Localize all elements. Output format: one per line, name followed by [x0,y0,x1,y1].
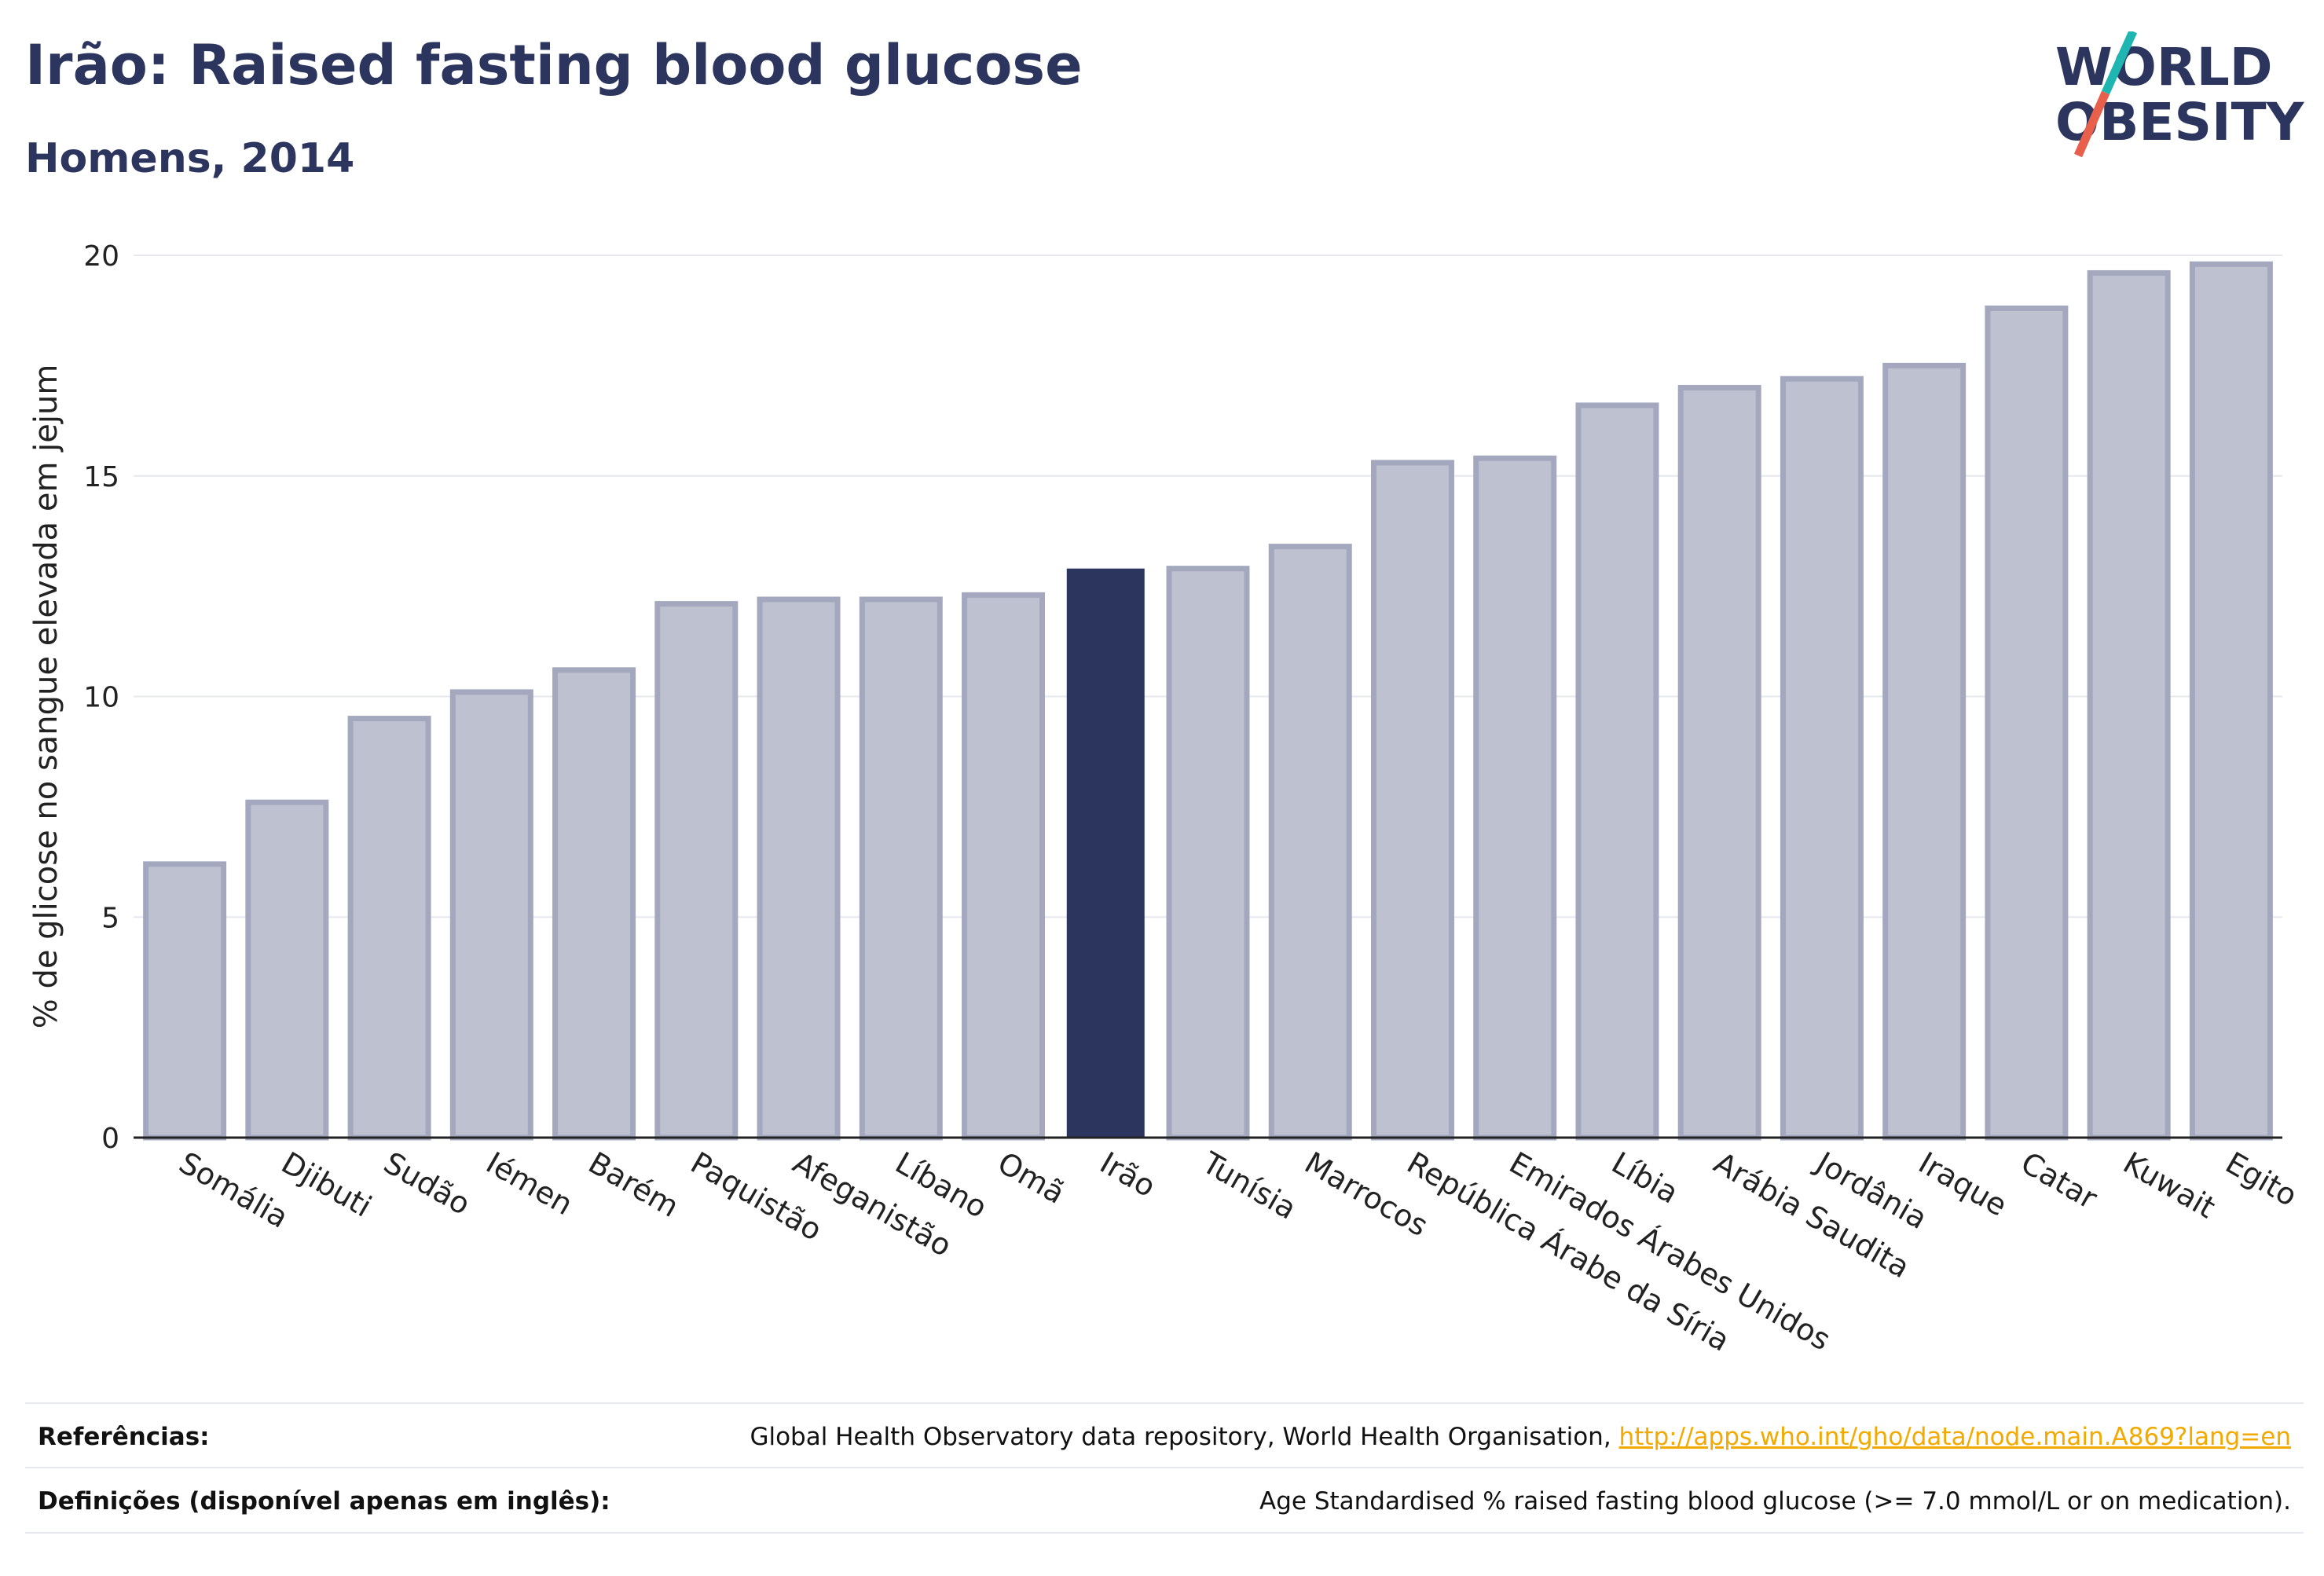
footer-divider-middle [25,1467,2304,1468]
definitions-value: Age Standardised % raised fasting blood … [1259,1487,2291,1516]
chart-subtitle: Homens, 2014 [25,135,355,182]
logo-line1: WORLD [2055,37,2273,97]
y-tick-label: 20 [83,240,119,273]
bar-arábia-saudita [1677,384,1761,1141]
references-value: Global Health Observatory data repositor… [750,1423,2291,1451]
x-tick-label: Kuwait [2117,1145,2221,1226]
footer-divider-top [25,1402,2304,1404]
world-obesity-logo: WORLD OBESITY [2055,31,2305,158]
bar-líbia [1575,402,1659,1141]
x-tick-label: Iémen [480,1145,578,1222]
footer-definitions-row: Definições (disponível apenas em inglês)… [25,1468,2304,1531]
bar-iraque [1882,362,1967,1141]
x-tick-label: Somália [174,1145,295,1235]
bar-barém [552,667,636,1141]
references-link[interactable]: http://apps.who.int/gho/data/node.main.A… [1618,1423,2291,1451]
x-tick-label: Tunísia [1196,1145,1302,1226]
bar-emirados-árabes-unidos [1473,455,1557,1141]
bar-iémen [449,689,533,1141]
bar-jordânia [1780,376,1864,1141]
x-tick-label: Catar [2015,1145,2103,1216]
bar-kuwait [2087,269,2171,1141]
y-tick-label: 0 [101,1123,119,1155]
y-tick-label: 10 [83,682,119,714]
bar-paquistão [654,601,739,1141]
bar-somália [143,861,227,1141]
x-tick-label: Barém [583,1145,685,1224]
chart-title: Irão: Raised fasting blood glucose [25,33,1083,97]
footer-divider-bottom [25,1532,2304,1534]
references-label: Referências: [38,1423,210,1451]
x-tick-label: Omã [992,1145,1071,1211]
bar-república-árabe-da-síria [1370,460,1454,1141]
bar-marrocos [1268,544,1352,1141]
x-tick-label: Sudão [378,1145,476,1222]
bar-djibuti [245,799,329,1141]
bar-egito [2189,261,2273,1141]
y-tick-label: 5 [101,902,119,934]
bar-tunísia [1166,566,1250,1141]
definitions-label: Definições (disponível apenas em inglês)… [38,1487,610,1516]
y-tick-labels: 0 5 10 15 20 [83,240,119,1155]
bar-irão [1066,568,1145,1138]
bar-sudão [347,716,431,1141]
bar-afeganistão [757,596,841,1141]
y-tick-label: 15 [83,461,119,493]
y-axis-label: % de glicose no sangue elevada em jejum [28,365,64,1029]
footer-references-row: Referências: Global Health Observatory d… [25,1404,2304,1467]
bar-líbano [859,596,943,1141]
bar-catar [1985,305,2069,1141]
x-tick-label: Djibuti [276,1145,377,1224]
bars [143,261,2273,1141]
logo-slash-teal [2101,31,2138,95]
x-tick-label: Irão [1094,1145,1162,1204]
logo-slash-coral [2073,90,2110,158]
bar-omã [962,592,1046,1141]
references-text: Global Health Observatory data repositor… [750,1423,1619,1451]
x-tick-label: Egito [2220,1145,2303,1214]
